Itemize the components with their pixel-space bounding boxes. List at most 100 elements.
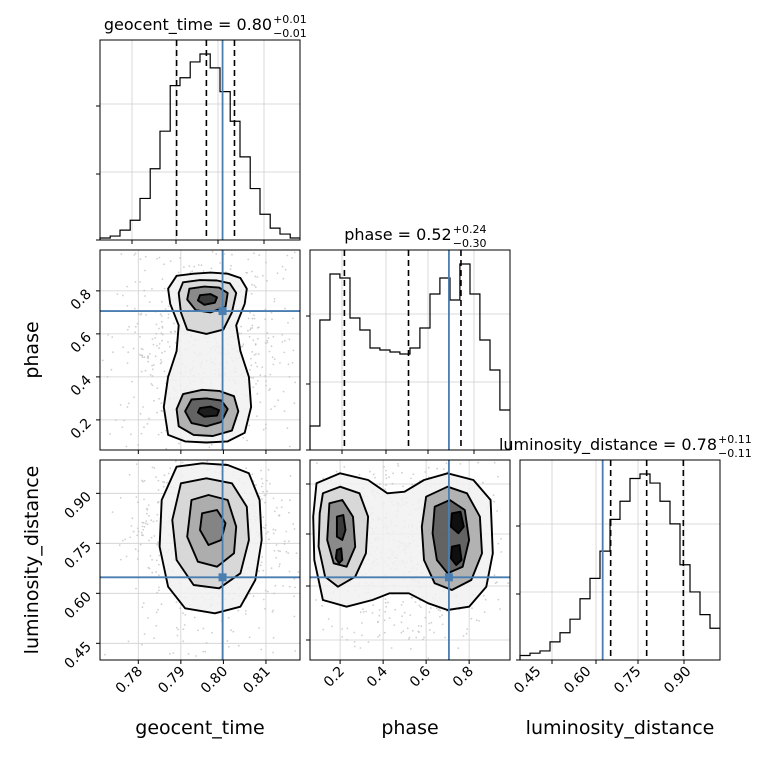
scatter-point	[131, 517, 134, 520]
scatter-point	[272, 363, 275, 366]
scatter-point	[260, 477, 263, 480]
scatter-point	[367, 641, 370, 643]
scatter-point	[266, 490, 269, 493]
scatter-point	[179, 257, 181, 259]
scatter-point	[163, 474, 166, 477]
scatter-point	[269, 373, 272, 376]
scatter-point	[273, 550, 276, 552]
scatter-point	[161, 410, 164, 413]
scatter-point	[444, 636, 446, 639]
scatter-point	[353, 631, 356, 634]
x-tick-label: 0.90	[661, 664, 694, 697]
scatter-point	[289, 499, 291, 502]
scatter-point	[289, 475, 292, 477]
scatter-point	[161, 333, 164, 336]
scatter-point	[161, 339, 164, 342]
scatter-point	[410, 477, 412, 480]
scatter-point	[385, 469, 387, 472]
scatter-point	[244, 613, 247, 615]
scatter-point	[417, 630, 420, 633]
scatter-point	[156, 387, 159, 389]
scatter-point	[258, 254, 261, 256]
scatter-point	[384, 488, 387, 491]
scatter-point	[277, 399, 280, 402]
scatter-point	[264, 608, 266, 610]
scatter-point	[408, 638, 410, 640]
scatter-point	[225, 271, 227, 273]
scatter-point	[139, 412, 142, 415]
scatter-point	[183, 624, 186, 626]
scatter-point	[149, 555, 152, 557]
scatter-point	[288, 511, 290, 514]
scatter-point	[507, 582, 510, 585]
scatter-point	[158, 397, 161, 400]
scatter-point	[441, 614, 443, 617]
scatter-point	[262, 526, 265, 529]
scatter-point	[492, 494, 495, 496]
scatter-point	[378, 634, 381, 637]
x-tick-label: 0.75	[611, 664, 644, 697]
scatter-point	[173, 330, 176, 333]
scatter-point	[412, 473, 415, 476]
scatter-point	[471, 607, 473, 610]
scatter-point	[384, 601, 387, 604]
scatter-point	[411, 629, 414, 632]
scatter-point	[237, 609, 240, 612]
scatter-point	[278, 563, 281, 566]
scatter-point	[197, 629, 199, 632]
scatter-point	[362, 608, 364, 610]
scatter-point	[128, 473, 131, 476]
scatter-point	[155, 476, 157, 478]
contour-level-8	[449, 544, 463, 566]
scatter-point	[140, 531, 143, 534]
scatter-point	[250, 376, 252, 379]
scatter-frame	[309, 459, 511, 661]
scatter-point	[273, 298, 276, 300]
scatter-point	[227, 616, 230, 619]
scatter-point	[353, 641, 356, 643]
scatter-point	[143, 479, 146, 482]
y-axis-label-phase: phase	[21, 321, 43, 378]
scatter-point	[139, 543, 142, 546]
scatter-point	[127, 640, 130, 643]
scatter-point	[278, 565, 281, 568]
scatter-point	[164, 308, 167, 310]
scatter-point	[282, 277, 285, 280]
scatter-point	[322, 628, 325, 631]
scatter-point	[242, 436, 245, 439]
scatter-point	[361, 634, 363, 637]
scatter-point	[174, 341, 177, 344]
scatter-point	[142, 480, 144, 483]
scatter-point	[365, 610, 368, 613]
y-tick-label: 0.45	[61, 639, 94, 672]
panel-luminosity-distance: luminosity_distance = 0.78 +0.11−0.11	[499, 433, 752, 664]
scatter-point	[409, 614, 412, 616]
scatter-point	[238, 332, 241, 335]
scatter-point	[371, 612, 374, 614]
scatter-point	[321, 604, 323, 607]
scatter-point	[140, 347, 143, 350]
scatter-point	[144, 369, 147, 372]
scatter-point	[232, 630, 235, 633]
scatter-point	[161, 351, 164, 354]
scatter-point	[428, 622, 431, 625]
contour-level-4	[431, 499, 471, 575]
panel-title-plus: +0.11	[718, 433, 752, 446]
scatter-point	[424, 471, 427, 473]
scatter-point	[283, 543, 286, 545]
scatter-point	[253, 354, 256, 356]
scatter-point	[254, 275, 257, 278]
scatter-point	[462, 635, 465, 637]
scatter-point	[153, 467, 156, 469]
scatter-point	[280, 506, 283, 508]
y-tick-label: 0.90	[61, 489, 94, 522]
scatter-point	[293, 595, 295, 598]
scatter-point	[362, 611, 365, 613]
contour-level-6	[196, 405, 221, 418]
scatter-point	[248, 636, 251, 639]
scatter-point	[385, 477, 388, 480]
panel-title-minus: −0.30	[453, 237, 487, 250]
scatter-point	[211, 250, 214, 253]
contour-level-3	[199, 509, 227, 546]
scatter-frame	[99, 249, 301, 451]
